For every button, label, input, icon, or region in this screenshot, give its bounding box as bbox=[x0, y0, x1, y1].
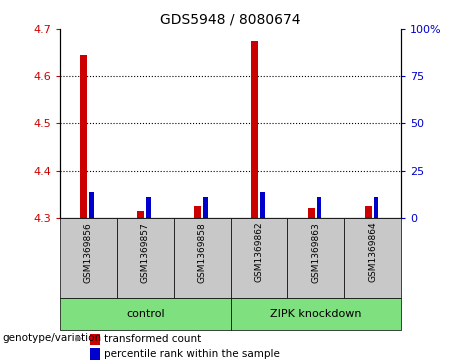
Bar bbox=[194, 206, 201, 218]
Bar bbox=[344, 218, 401, 298]
Bar bbox=[146, 197, 151, 218]
Bar bbox=[230, 218, 287, 298]
Bar bbox=[365, 206, 372, 218]
Bar bbox=[60, 218, 117, 298]
Bar bbox=[251, 41, 258, 218]
Bar bbox=[308, 208, 315, 218]
Bar bbox=[80, 55, 87, 218]
Bar bbox=[230, 298, 401, 330]
Text: GSM1369863: GSM1369863 bbox=[311, 222, 320, 282]
Bar bbox=[137, 211, 144, 218]
Bar bbox=[90, 334, 100, 345]
Text: GSM1369864: GSM1369864 bbox=[368, 222, 377, 282]
Text: genotype/variation: genotype/variation bbox=[2, 334, 101, 343]
Text: percentile rank within the sample: percentile rank within the sample bbox=[104, 349, 280, 359]
Bar bbox=[89, 192, 94, 218]
Text: control: control bbox=[126, 309, 165, 319]
Text: GSM1369862: GSM1369862 bbox=[254, 222, 263, 282]
Bar bbox=[90, 348, 100, 360]
Text: ZIPK knockdown: ZIPK knockdown bbox=[270, 309, 361, 319]
Bar bbox=[203, 197, 208, 218]
Text: GSM1369856: GSM1369856 bbox=[84, 222, 93, 282]
Bar bbox=[174, 218, 230, 298]
Bar bbox=[260, 192, 265, 218]
Bar bbox=[60, 298, 230, 330]
Title: GDS5948 / 8080674: GDS5948 / 8080674 bbox=[160, 12, 301, 26]
Text: transformed count: transformed count bbox=[104, 334, 201, 344]
Bar bbox=[287, 218, 344, 298]
Bar bbox=[317, 197, 321, 218]
Bar bbox=[117, 218, 174, 298]
Text: GSM1369857: GSM1369857 bbox=[141, 222, 150, 282]
Text: GSM1369858: GSM1369858 bbox=[198, 222, 207, 282]
Bar bbox=[374, 197, 378, 218]
